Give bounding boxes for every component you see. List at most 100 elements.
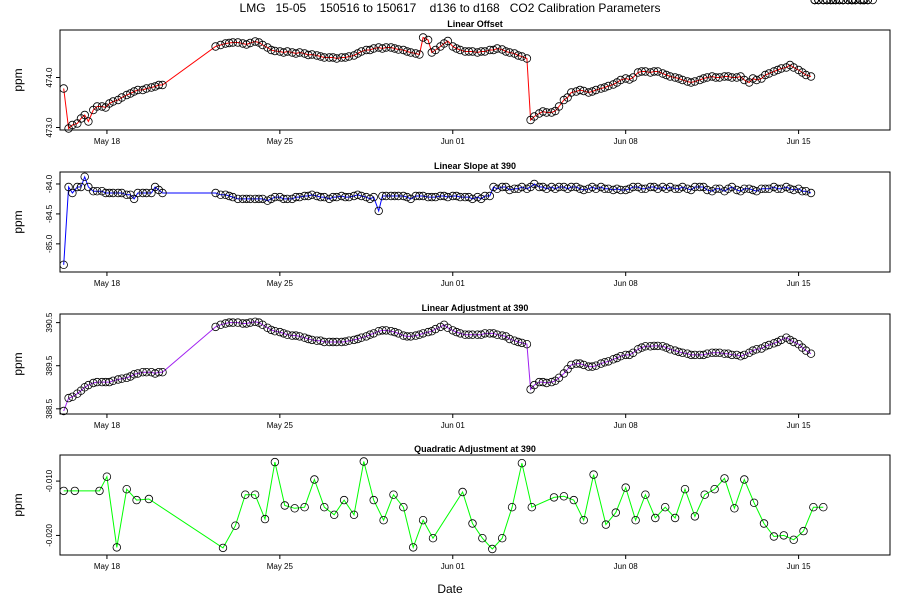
data-point: [89, 378, 98, 388]
data-point: [517, 182, 527, 192]
panel-3: Linear Adjustment at 390 ppm 388.5 389.5 390…: [11, 0, 891, 430]
data-point: [690, 350, 700, 360]
data-point: [415, 330, 424, 339]
data-point: [108, 97, 118, 106]
data-point: [711, 184, 720, 193]
data-point: [458, 487, 467, 497]
data-point: [406, 194, 415, 204]
y-tick-label: -85.0: [45, 234, 54, 253]
data-point: [138, 368, 147, 377]
data-point: [133, 85, 142, 95]
data-point: [320, 337, 329, 347]
data-point: [270, 327, 280, 336]
data-point: [267, 45, 276, 55]
x-tick-label: Jun 15: [787, 137, 812, 146]
data-point: [122, 373, 131, 382]
data-point: [464, 192, 473, 202]
x-tick-label: Jun 01: [441, 137, 466, 146]
data-point: [589, 470, 598, 479]
data-point: [242, 40, 251, 49]
panel-4: Quadratic Adjustment at 390 ppm -0.020 -0.0…: [11, 0, 891, 571]
data-point: [628, 73, 638, 82]
data-point: [740, 475, 749, 484]
series-line: [63, 36, 812, 130]
data-point: [631, 516, 640, 525]
data-point: [530, 112, 539, 121]
data-point: [291, 192, 301, 202]
x-axis-title: Date: [437, 582, 463, 596]
data-point: [369, 44, 378, 53]
data-point: [851, 0, 860, 5]
data-point: [600, 83, 609, 92]
data-point: [799, 526, 808, 536]
data-point: [680, 485, 690, 494]
data-point: [477, 330, 486, 339]
data-point: [341, 192, 350, 202]
panel-title: Linear Adjustment at 390: [422, 303, 529, 313]
data-point: [117, 374, 126, 383]
x-tick-label: Jun 15: [787, 421, 812, 430]
data-point: [332, 192, 341, 202]
data-point: [300, 503, 309, 512]
x-tick-label: May 25: [267, 421, 294, 430]
data-point: [291, 331, 301, 340]
data-point: [231, 521, 240, 530]
series-line: [63, 461, 824, 550]
data-point: [699, 350, 708, 360]
data-point: [386, 327, 396, 336]
data-point: [147, 188, 156, 198]
data-point: [826, 0, 835, 5]
y-tick-label: 473.0: [45, 117, 54, 138]
data-point: [307, 190, 317, 199]
data-point: [228, 318, 238, 327]
data-point: [468, 519, 477, 528]
x-tick-label: May 25: [267, 137, 294, 146]
data-point: [92, 186, 102, 196]
data-point: [291, 49, 301, 58]
data-point: [611, 508, 620, 517]
data-point: [810, 0, 819, 5]
data-point: [720, 474, 729, 483]
data-point: [769, 67, 779, 76]
data-point: [341, 53, 350, 62]
data-point: [158, 80, 167, 90]
data-point: [480, 191, 490, 201]
data-point: [330, 510, 339, 519]
data-point: [122, 190, 131, 199]
y-tick-label: -0.010: [45, 469, 54, 492]
data-point: [117, 188, 126, 198]
data-point: [394, 45, 403, 54]
data-point: [829, 0, 838, 5]
data-point: [316, 192, 325, 202]
data-point: [863, 0, 872, 5]
data-point: [480, 329, 490, 338]
data-point: [73, 182, 82, 192]
data-point: [569, 495, 578, 505]
panel-2: Linear Slope at 390 ppm -85.0 -84.5 -84.0 May…: [11, 0, 891, 288]
data-point: [601, 520, 611, 529]
data-point: [64, 393, 73, 403]
data-point: [764, 69, 774, 78]
data-point: [418, 329, 428, 338]
data-point: [406, 332, 415, 341]
data-point: [554, 373, 564, 382]
data-point: [748, 346, 758, 355]
data-point: [579, 86, 588, 96]
data-point: [468, 330, 477, 339]
data-point: [527, 503, 536, 512]
data-point: [283, 194, 292, 204]
data-point: [242, 319, 251, 328]
data-point: [144, 494, 154, 504]
data-point: [138, 85, 147, 95]
panel-title: Linear Slope at 390: [434, 161, 516, 171]
data-point: [357, 191, 366, 201]
data-point: [112, 543, 121, 552]
data-point: [224, 191, 234, 201]
x-tick-label: Jun 08: [614, 421, 639, 430]
data-point: [575, 85, 585, 95]
data-point: [406, 48, 415, 57]
data-point: [154, 368, 163, 377]
data-point: [567, 182, 576, 192]
data-point: [789, 63, 798, 72]
